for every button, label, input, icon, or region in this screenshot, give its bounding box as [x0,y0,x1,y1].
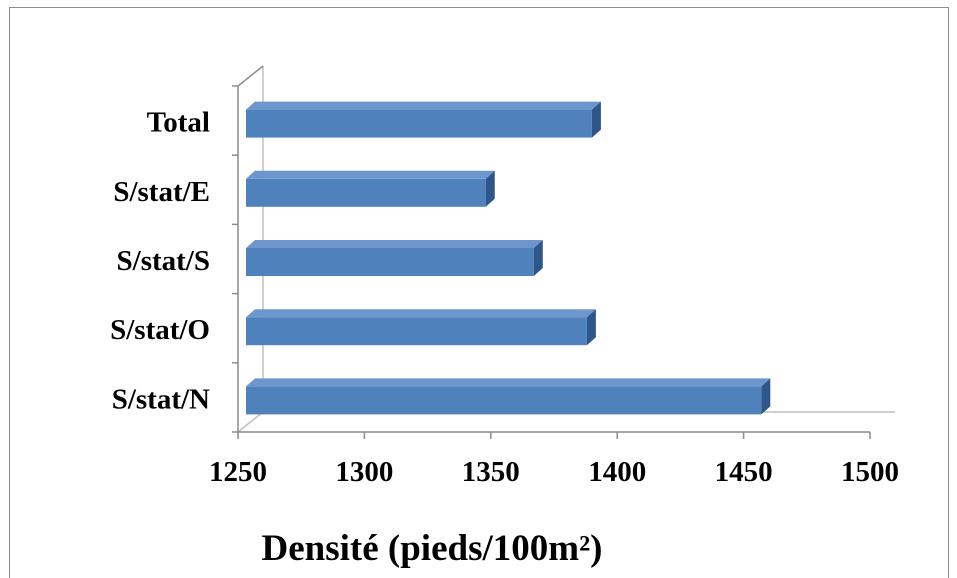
x-tick-label: 1450 [715,456,773,488]
bar [246,240,543,276]
x-tick-label: 1250 [209,456,267,488]
bar [246,170,495,207]
x-tick-label: 1500 [841,456,899,488]
bar-front-face [246,386,762,415]
bar [246,309,596,346]
x-tick-label: 1400 [588,456,646,488]
bar-end-face [586,309,596,346]
category-label: Total [147,107,210,139]
x-tick-labels: 1250 1300 1350 1400 1450 1500 [209,456,899,488]
y-axis-top-edge [237,65,264,87]
category-label: S/stat/S [117,245,210,277]
bar-end-face [761,378,771,415]
bar-top-face [246,378,771,387]
bar [246,101,601,138]
x-axis-title: Densité (pieds/100m²) [262,528,603,569]
x-tick-label: 1300 [335,456,393,488]
floor-back-edge [237,411,895,433]
bar-top-face [246,309,596,318]
bar-front-face [246,178,486,207]
chart-bars [246,101,771,415]
bar [246,378,771,415]
category-labels: S/stat/N S/stat/O S/stat/S S/stat/E Total [110,107,210,416]
bar-end-face [591,101,601,138]
bar-front-face [246,109,592,138]
bar-top-face [246,101,601,110]
bar-end-face [533,240,543,276]
bar-top-face [246,240,543,248]
bar-front-face [246,248,534,276]
x-tick-label: 1350 [462,456,520,488]
chart-frame [9,7,949,578]
bar-top-face [246,170,495,179]
category-label: S/stat/E [113,176,210,208]
bar-end-face [485,170,495,207]
category-label: S/stat/O [110,314,210,346]
bar-front-face [246,317,587,346]
category-label: S/stat/N [112,383,210,415]
